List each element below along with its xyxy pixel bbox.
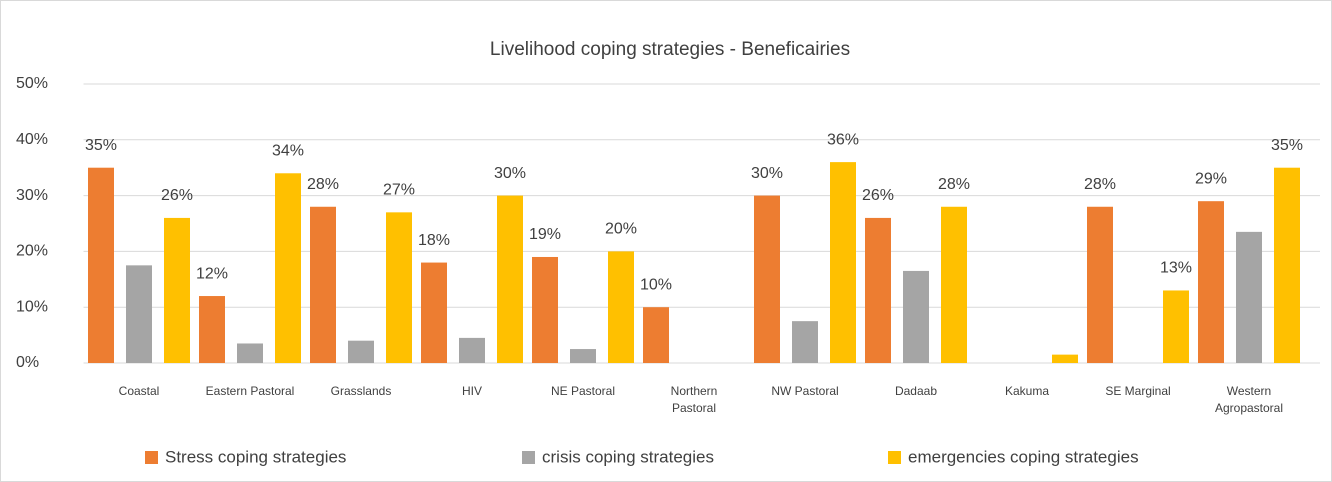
- data-label: 26%: [862, 187, 894, 204]
- bar: [1236, 231, 1262, 363]
- bar: [754, 195, 780, 363]
- chart-title: Livelihood coping strategies - Beneficai…: [490, 39, 850, 60]
- bar: [903, 270, 929, 363]
- bar: [497, 195, 523, 363]
- data-label: 28%: [938, 176, 970, 193]
- x-tick-label: Northern Pastoral: [670, 384, 718, 415]
- bar: [570, 349, 596, 363]
- bar: [199, 296, 225, 363]
- bar: [237, 343, 263, 363]
- legend-label: Stress coping strategies: [165, 447, 346, 466]
- bar: [830, 162, 856, 363]
- bar: [608, 251, 634, 363]
- data-label: 34%: [272, 142, 304, 159]
- bar: [310, 206, 336, 363]
- legend-label: crisis coping strategies: [542, 447, 714, 466]
- bar: [126, 265, 152, 363]
- bar: [348, 340, 374, 363]
- x-tick-label: Coastal: [118, 384, 160, 398]
- data-label: 10%: [640, 276, 672, 293]
- bar: [792, 321, 818, 363]
- x-tick-label: NW Pastoral: [771, 384, 839, 398]
- bar: [1274, 167, 1300, 363]
- data-label: 30%: [494, 165, 526, 182]
- data-label: 28%: [1084, 176, 1116, 193]
- data-label: 18%: [418, 232, 450, 249]
- bar: [1198, 201, 1224, 363]
- bar: [1052, 354, 1078, 363]
- x-tick-label: SE Marginal: [1105, 384, 1171, 398]
- data-label: 19%: [529, 226, 561, 243]
- x-tick-label: Eastern Pastoral: [205, 384, 295, 398]
- data-label: 29%: [1195, 170, 1227, 187]
- data-label: 20%: [605, 221, 637, 238]
- bar: [275, 173, 301, 363]
- bar: [386, 212, 412, 363]
- y-tick-label: 0%: [16, 354, 39, 371]
- data-label: 13%: [1160, 260, 1192, 277]
- y-tick-label: 50%: [16, 75, 48, 92]
- data-label: 35%: [85, 137, 117, 154]
- bar: [941, 206, 967, 363]
- y-tick-label: 10%: [16, 298, 48, 315]
- x-tick-label: Grasslands: [330, 384, 392, 398]
- bar: [421, 262, 447, 363]
- bar: [532, 256, 558, 363]
- y-tick-label: 40%: [16, 131, 48, 148]
- legend-swatch: [888, 451, 901, 464]
- data-label: 26%: [161, 187, 193, 204]
- bar: [459, 337, 485, 363]
- x-tick-label: HIV: [461, 384, 482, 398]
- bar: [164, 217, 190, 363]
- y-tick-label: 20%: [16, 243, 48, 260]
- data-label: 28%: [307, 176, 339, 193]
- data-label: 12%: [196, 265, 228, 282]
- bar: [88, 167, 114, 363]
- bar: [865, 217, 891, 363]
- data-label: 35%: [1271, 137, 1303, 154]
- data-label: 36%: [827, 131, 859, 148]
- y-tick-label: 30%: [16, 187, 48, 204]
- x-tick-label: Dadaab: [894, 384, 938, 398]
- legend-label: emergencies coping strategies: [908, 447, 1139, 466]
- data-label: 30%: [751, 165, 783, 182]
- bar: [1163, 290, 1189, 363]
- x-tick-label: Western Agropastoral: [1214, 384, 1284, 415]
- legend-swatch: [145, 451, 158, 464]
- bar: [1087, 206, 1113, 363]
- legend-swatch: [522, 451, 535, 464]
- bar: [643, 307, 669, 363]
- x-tick-label: NE Pastoral: [550, 384, 616, 398]
- data-label: 27%: [383, 182, 415, 199]
- x-tick-label: Kakuma: [1004, 384, 1050, 398]
